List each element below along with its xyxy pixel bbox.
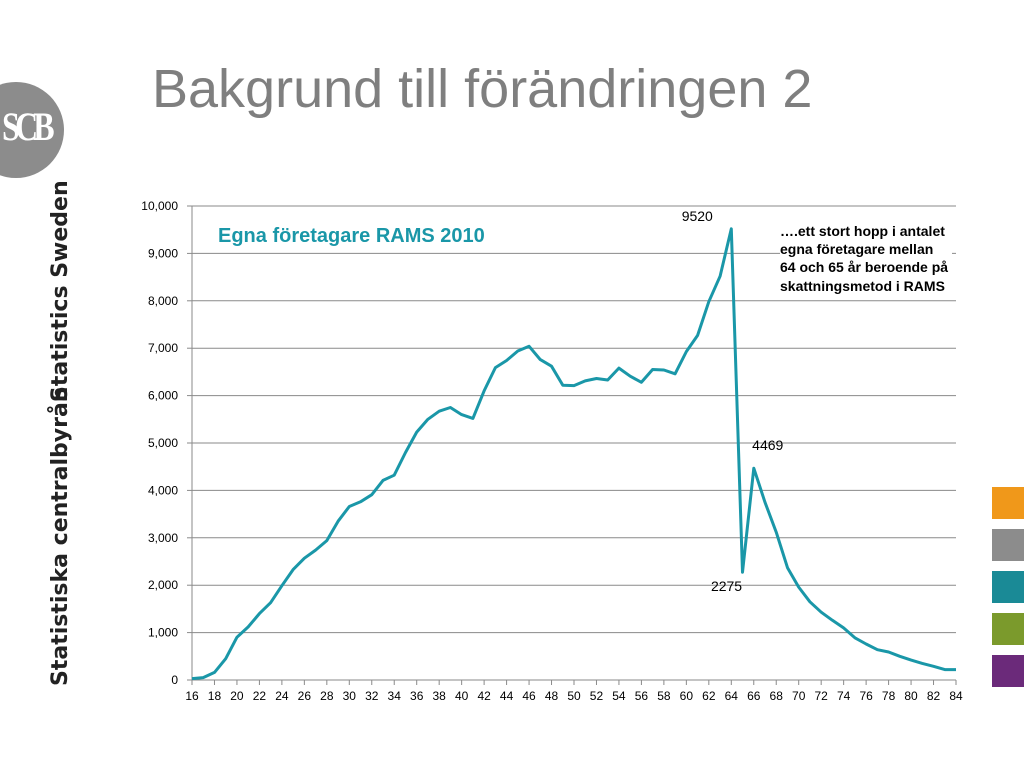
series-label: Egna företagare RAMS 2010 (218, 225, 485, 247)
x-tick-label: 46 (522, 689, 536, 703)
x-tick-label: 34 (388, 689, 402, 703)
x-tick-label: 22 (253, 689, 267, 703)
y-tick-label: 1,000 (148, 626, 178, 640)
y-tick-label: 3,000 (148, 531, 178, 545)
x-tick-label: 26 (298, 689, 312, 703)
x-tick-label: 24 (275, 689, 289, 703)
x-tick-label: 52 (590, 689, 604, 703)
data-label: 2275 (711, 578, 742, 594)
data-label: 9520 (682, 208, 713, 224)
x-tick-label: 20 (230, 689, 244, 703)
x-tick-label: 78 (882, 689, 896, 703)
x-tick-label: 76 (859, 689, 873, 703)
x-tick-label: 74 (837, 689, 851, 703)
x-tick-label: 28 (320, 689, 334, 703)
y-tick-label: 0 (171, 673, 178, 687)
x-tick-label: 16 (185, 689, 199, 703)
x-tick-label: 40 (455, 689, 469, 703)
x-tick-label: 84 (949, 689, 963, 703)
x-tick-label: 70 (792, 689, 806, 703)
x-tick-label: 42 (477, 689, 491, 703)
y-tick-label: 5,000 (148, 436, 178, 450)
x-tick-label: 72 (814, 689, 828, 703)
x-tick-label: 36 (410, 689, 424, 703)
x-tick-label: 48 (545, 689, 559, 703)
x-tick-label: 82 (927, 689, 941, 703)
x-tick-label: 64 (725, 689, 739, 703)
x-tick-label: 30 (343, 689, 357, 703)
y-tick-label: 4,000 (148, 483, 178, 497)
x-tick-label: 62 (702, 689, 716, 703)
x-tick-label: 32 (365, 689, 379, 703)
x-tick-label: 50 (567, 689, 581, 703)
series-line (192, 229, 956, 679)
x-tick-label: 66 (747, 689, 761, 703)
x-tick-label: 18 (208, 689, 222, 703)
y-tick-label: 6,000 (148, 389, 178, 403)
x-tick-label: 58 (657, 689, 671, 703)
y-tick-label: 8,000 (148, 294, 178, 308)
x-tick-label: 80 (904, 689, 918, 703)
data-label: 4469 (752, 437, 783, 453)
x-tick-label: 54 (612, 689, 626, 703)
y-tick-label: 10,000 (141, 199, 178, 213)
y-tick-label: 7,000 (148, 341, 178, 355)
y-tick-label: 9,000 (148, 246, 178, 260)
x-tick-label: 44 (500, 689, 514, 703)
y-tick-label: 2,000 (148, 578, 178, 592)
x-tick-label: 68 (770, 689, 784, 703)
x-tick-label: 56 (635, 689, 649, 703)
chart-note: ….ett stort hopp i antalet egna företaga… (780, 222, 952, 295)
x-tick-label: 38 (432, 689, 446, 703)
x-tick-label: 60 (680, 689, 694, 703)
